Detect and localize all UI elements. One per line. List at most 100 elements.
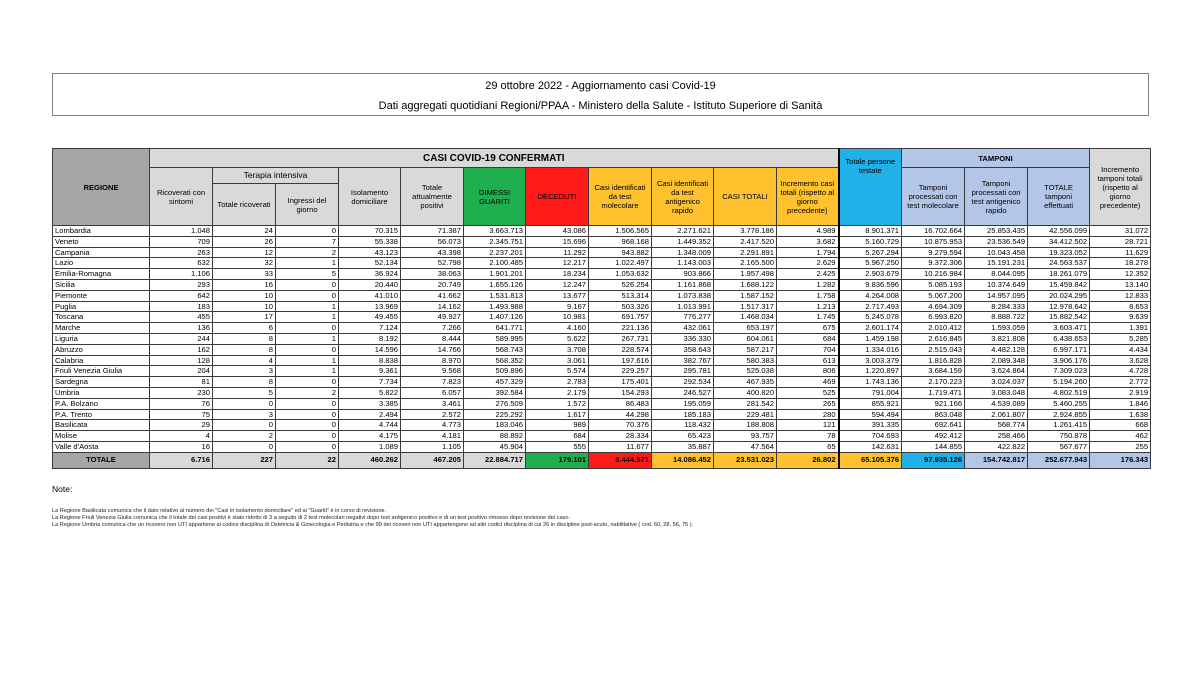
header-totale-positivi: Totale attualmente positivi bbox=[400, 167, 464, 226]
value-cell: 71.387 bbox=[400, 225, 464, 237]
region-cell: Friuli Venezia Giulia bbox=[52, 365, 150, 378]
value-cell: 86.483 bbox=[588, 397, 652, 410]
value-cell: 9.568 bbox=[400, 365, 464, 378]
value-cell: 3.024.037 bbox=[964, 376, 1029, 388]
value-cell: 1.348.009 bbox=[651, 246, 714, 259]
value-cell: 128 bbox=[149, 354, 213, 367]
value-cell: 8.284.333 bbox=[964, 300, 1029, 313]
value-cell: 1.407.126 bbox=[463, 311, 526, 324]
region-cell: Molise bbox=[52, 430, 150, 442]
value-cell: 13.677 bbox=[525, 289, 589, 302]
value-cell: 3.708 bbox=[525, 343, 589, 356]
value-cell: 4.175 bbox=[338, 430, 401, 442]
value-cell: 14.766 bbox=[400, 343, 464, 356]
report-title: 29 ottobre 2022 - Aggiornamento casi Cov… bbox=[485, 80, 716, 92]
value-cell: 6.716 bbox=[149, 451, 213, 469]
value-cell: 1.638 bbox=[1089, 408, 1152, 421]
value-cell: 255 bbox=[1089, 440, 1152, 453]
value-cell: 709 bbox=[149, 235, 213, 248]
value-cell: 1 bbox=[275, 354, 339, 367]
value-cell: 41.662 bbox=[400, 289, 464, 302]
value-cell: 568.743 bbox=[463, 343, 526, 356]
value-cell: 400.820 bbox=[713, 386, 777, 399]
value-cell: 227 bbox=[212, 451, 276, 469]
table-row: Molise 4 2 0 4.175 4.181 88.892 684 28.334 65.423… bbox=[52, 430, 1152, 442]
value-cell: 7.734 bbox=[338, 376, 401, 388]
value-cell: 10.875.953 bbox=[901, 235, 966, 248]
value-cell: 2 bbox=[275, 386, 339, 399]
value-cell: 467.205 bbox=[400, 451, 464, 469]
value-cell: 228.574 bbox=[588, 343, 652, 356]
value-cell: 292.534 bbox=[651, 376, 714, 388]
value-cell: 675 bbox=[775, 322, 840, 334]
value-cell: 2.772 bbox=[1089, 376, 1152, 388]
value-cell: 265 bbox=[775, 397, 840, 410]
value-cell: 7.124 bbox=[338, 322, 401, 334]
value-cell: 2.783 bbox=[525, 376, 589, 388]
table-row: Toscana 455 17 1 49.455 49.927 1.407.126 10.981… bbox=[52, 311, 1152, 324]
header-totale-tamponi: TOTALE tamponi effettuati bbox=[1027, 167, 1091, 226]
value-cell: 7 bbox=[275, 235, 339, 248]
value-cell: 276.509 bbox=[463, 397, 526, 410]
value-cell: 382.767 bbox=[651, 354, 714, 367]
value-cell: 14.086.452 bbox=[651, 451, 714, 469]
note-line: La Regione Basilicata comunica che il da… bbox=[52, 508, 387, 514]
value-cell: 4.728 bbox=[1089, 365, 1152, 378]
value-cell: 12.217 bbox=[525, 257, 589, 270]
value-cell: 1.957.498 bbox=[713, 268, 777, 280]
value-cell: 13.140 bbox=[1089, 278, 1152, 291]
value-cell: 6.997.171 bbox=[1027, 343, 1091, 356]
value-cell: 2.717.493 bbox=[838, 300, 903, 313]
value-cell: 632 bbox=[149, 257, 213, 270]
region-cell: Liguria bbox=[52, 332, 150, 345]
value-cell: 4 bbox=[212, 354, 276, 367]
value-cell: 47.564 bbox=[713, 440, 777, 453]
value-cell: 503.326 bbox=[588, 300, 652, 313]
region-cell: Lombardia bbox=[52, 225, 150, 237]
region-cell: Emilia-Romagna bbox=[52, 268, 150, 280]
value-cell: 1.089 bbox=[338, 440, 401, 453]
table-row: Sardegna 81 8 0 7.734 7.823 457.329 2.783 175.40… bbox=[52, 376, 1152, 388]
value-cell: 653.197 bbox=[713, 322, 777, 334]
header-tamponi-antigenico: Tamponi processati con test antigenico r… bbox=[964, 167, 1029, 226]
value-cell: 2.572 bbox=[400, 408, 464, 421]
value-cell: 93.757 bbox=[713, 430, 777, 442]
region-cell: Puglia bbox=[52, 300, 150, 313]
header-dimessi-guariti: DIMESSI GUARITI bbox=[463, 167, 526, 226]
value-cell: 5.967.250 bbox=[838, 257, 903, 270]
value-cell: 568.352 bbox=[463, 354, 526, 367]
value-cell: 183 bbox=[149, 300, 213, 313]
value-cell: 3.682 bbox=[775, 235, 840, 248]
value-cell: 1.531.813 bbox=[463, 289, 526, 302]
value-cell: 8.444 bbox=[400, 332, 464, 345]
value-cell: 23.531.023 bbox=[713, 451, 777, 469]
value-cell: 12.833 bbox=[1089, 289, 1152, 302]
header-casi-totali: CASI TOTALI bbox=[713, 167, 777, 226]
value-cell: 88.892 bbox=[463, 430, 526, 442]
value-cell: 2.061.807 bbox=[964, 408, 1029, 421]
value-cell: 9.444.571 bbox=[588, 451, 652, 469]
value-cell: 2.179 bbox=[525, 386, 589, 399]
value-cell: 5.460.255 bbox=[1027, 397, 1091, 410]
value-cell: 2.170.223 bbox=[901, 376, 966, 388]
value-cell: 244 bbox=[149, 332, 213, 345]
value-cell: 65.423 bbox=[651, 430, 714, 442]
value-cell: 580.383 bbox=[713, 354, 777, 367]
value-cell: 568.774 bbox=[964, 419, 1029, 432]
value-cell: 460.262 bbox=[338, 451, 401, 469]
value-cell: 45.904 bbox=[463, 440, 526, 453]
value-cell: 3.061 bbox=[525, 354, 589, 367]
value-cell: 43.123 bbox=[338, 246, 401, 259]
value-cell: 229.257 bbox=[588, 365, 652, 378]
value-cell: 641.771 bbox=[463, 322, 526, 334]
value-cell: 1.901.201 bbox=[463, 268, 526, 280]
value-cell: 9.361 bbox=[338, 365, 401, 378]
value-cell: 1.517.317 bbox=[713, 300, 777, 313]
value-cell: 97.935.126 bbox=[901, 451, 966, 469]
value-cell: 1.688.122 bbox=[713, 278, 777, 291]
value-cell: 567.677 bbox=[1027, 440, 1091, 453]
value-cell: 3.906.176 bbox=[1027, 354, 1091, 367]
value-cell: 31.072 bbox=[1089, 225, 1152, 237]
value-cell: 1.459.198 bbox=[838, 332, 903, 345]
value-cell: 2.515.043 bbox=[901, 343, 966, 356]
